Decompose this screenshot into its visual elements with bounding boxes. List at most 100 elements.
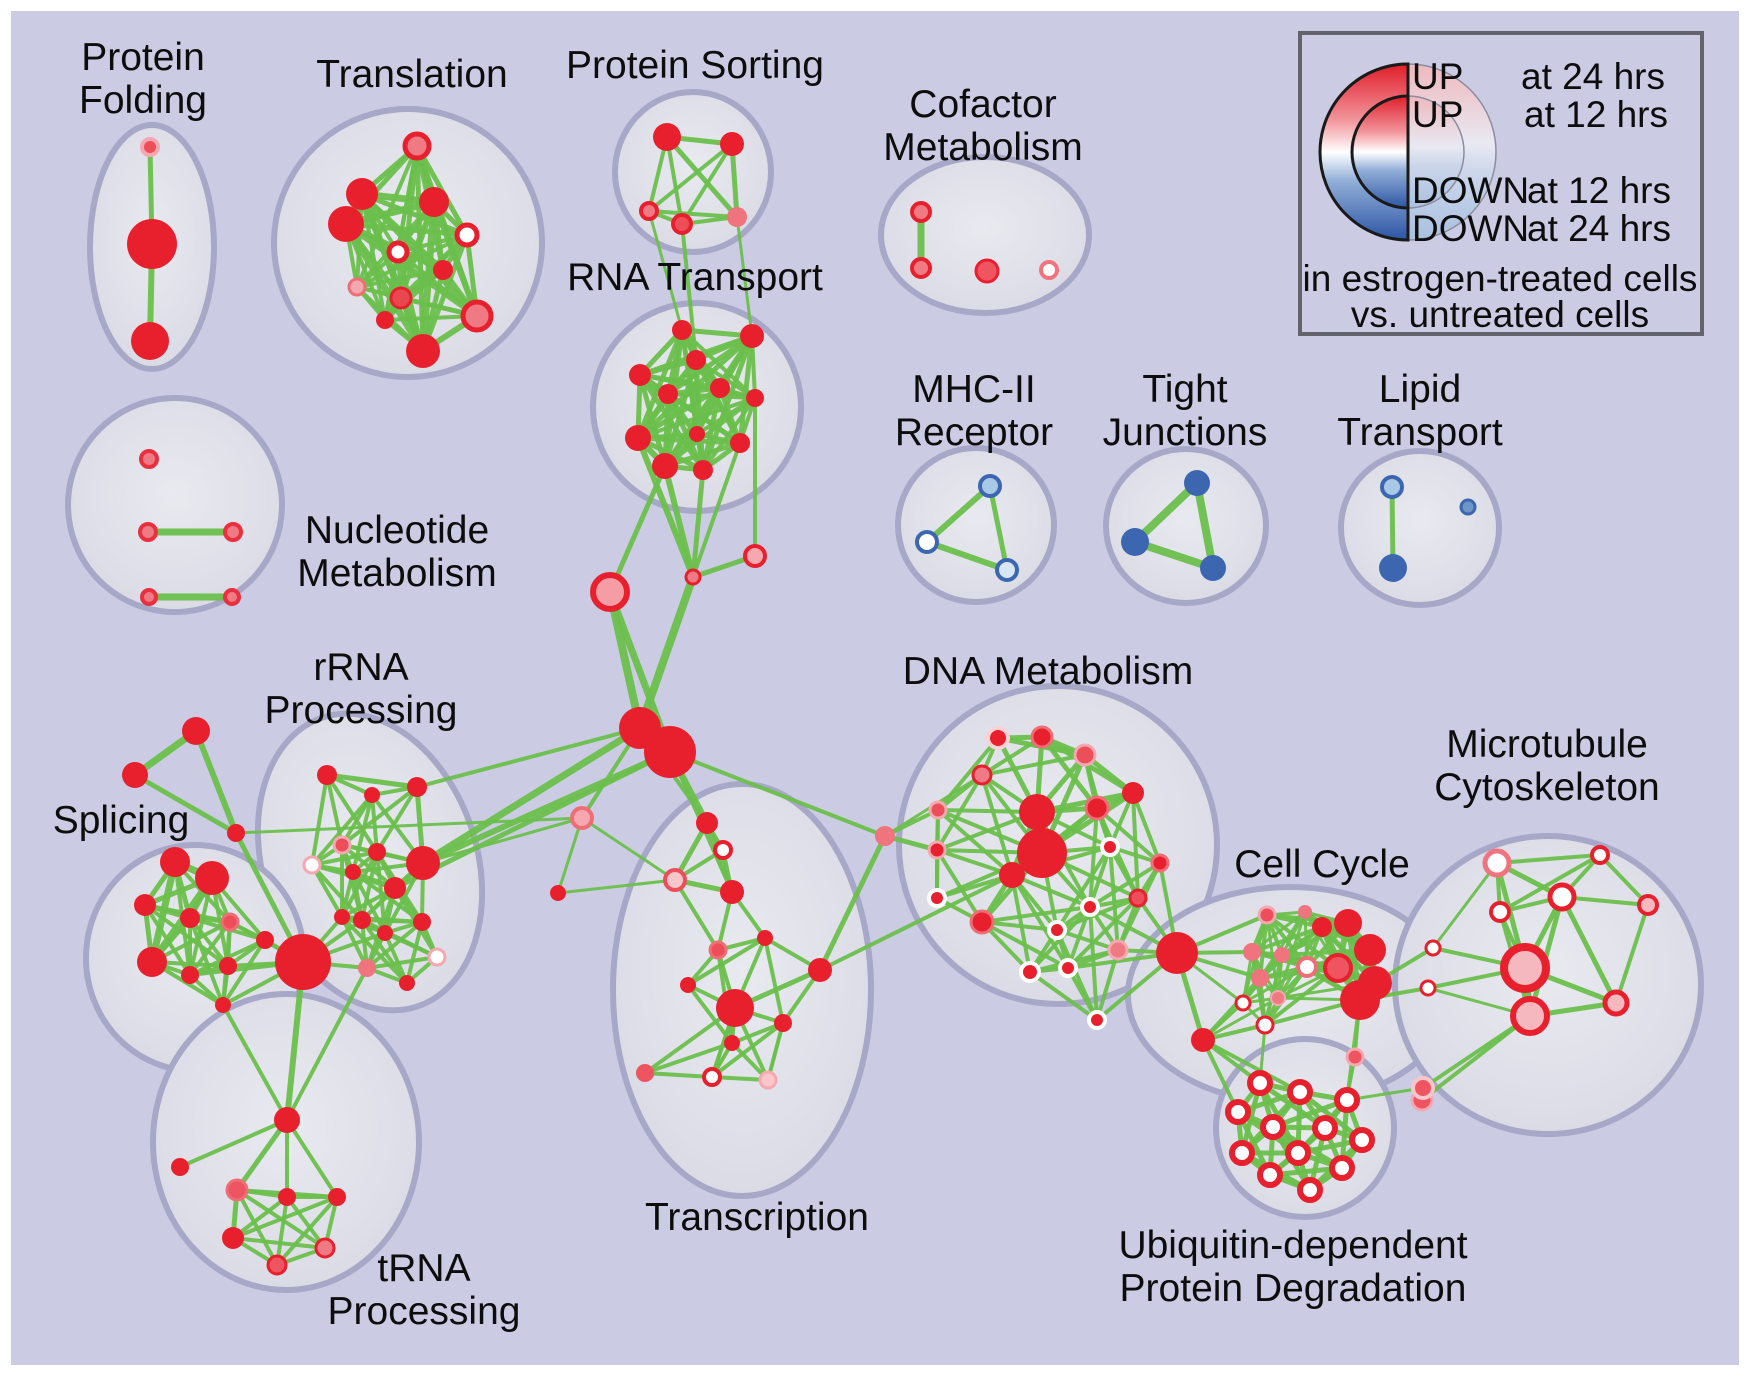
edge xyxy=(729,141,740,220)
edge xyxy=(1108,845,1120,952)
node-ub10 xyxy=(1257,1162,1283,1188)
edge xyxy=(1258,910,1307,980)
node-sp1 xyxy=(160,847,190,877)
edge xyxy=(310,850,379,867)
edge xyxy=(310,863,344,919)
node-sp7 xyxy=(181,966,199,984)
node-dn20 xyxy=(1019,961,1041,983)
edge xyxy=(340,785,419,847)
node-rt5 xyxy=(658,384,678,404)
node-mh3 xyxy=(995,558,1019,582)
node-rr16 xyxy=(399,975,415,991)
node-cc12 xyxy=(1251,969,1269,987)
node-rt2 xyxy=(740,324,764,348)
node-tx11 xyxy=(724,1035,740,1051)
node-dn5 xyxy=(1122,782,1144,804)
node-pf2 xyxy=(127,219,177,269)
node-sp9 xyxy=(215,997,231,1013)
node-tr5 xyxy=(454,222,480,248)
edge xyxy=(680,142,734,226)
node-dn9 xyxy=(1017,828,1067,878)
node-rr5 xyxy=(302,855,322,875)
node-tn1 xyxy=(171,1158,189,1176)
node-dn13 xyxy=(1150,853,1170,873)
node-dn3 xyxy=(1073,743,1097,767)
node-tn2 xyxy=(225,1178,249,1202)
node-tr3 xyxy=(419,187,449,217)
node-mt1 xyxy=(1482,848,1512,878)
node-ps5 xyxy=(727,207,747,227)
node-ub8 xyxy=(1229,1140,1255,1166)
cluster-label-trna-processing: tRNA Processing xyxy=(328,1247,521,1333)
edge xyxy=(1614,903,1650,1005)
cluster-label-transcription: Transcription xyxy=(645,1196,869,1239)
node-mt5 xyxy=(1510,996,1550,1036)
node-tx1 xyxy=(696,812,718,834)
edge xyxy=(1598,853,1650,907)
node-rt12 xyxy=(693,460,713,480)
node-sp2 xyxy=(195,861,229,895)
edge xyxy=(987,483,1010,573)
node-ps1 xyxy=(653,123,681,151)
edge xyxy=(935,848,984,924)
node-ubc2 xyxy=(1411,1076,1435,1100)
edge xyxy=(1193,479,1217,572)
edge xyxy=(647,209,684,332)
edge xyxy=(1028,970,1099,1022)
node-dn10 xyxy=(999,862,1025,888)
cluster-label-mhc-ii-receptor: MHC-II Receptor xyxy=(895,368,1053,454)
cluster-label-translation: Translation xyxy=(316,53,507,96)
edge xyxy=(1498,853,1602,914)
node-cm2 xyxy=(910,257,932,279)
node-tx5 xyxy=(757,930,773,946)
edge xyxy=(415,726,642,789)
node-rr10 xyxy=(334,909,350,925)
node-tn6 xyxy=(314,1237,336,1259)
edge xyxy=(383,931,409,985)
edge xyxy=(324,772,420,790)
node-mt7 xyxy=(1424,939,1442,957)
edge xyxy=(980,773,1014,877)
node-cc11 xyxy=(1243,943,1261,961)
node-rr2 xyxy=(364,787,380,803)
edge xyxy=(360,850,379,922)
edge xyxy=(355,268,445,289)
node-ub7 xyxy=(1349,1127,1375,1153)
edge xyxy=(351,793,374,874)
node-rr8 xyxy=(406,846,440,880)
node-ub12 xyxy=(1297,1177,1323,1203)
edge xyxy=(285,1118,339,1199)
edge xyxy=(580,816,677,882)
node-dn8 xyxy=(1019,794,1055,830)
cluster-label-ubiquitin-degradation: Ubiquitin-dependent Protein Degradation xyxy=(1118,1224,1467,1310)
edge xyxy=(730,1021,785,1045)
node-ub1 xyxy=(1247,1070,1273,1096)
node-dn18 xyxy=(1080,897,1100,917)
edge xyxy=(1131,791,1162,865)
edge xyxy=(690,467,706,580)
node-rr3 xyxy=(407,777,427,797)
edge xyxy=(275,1195,339,1267)
node-cc14 xyxy=(1255,1015,1275,1035)
node-ubc1 xyxy=(1345,1047,1365,1067)
edge xyxy=(231,1236,327,1250)
node-tx12 xyxy=(636,1064,654,1082)
node-tj1 xyxy=(1184,470,1210,496)
edge xyxy=(421,816,584,865)
node-dn19 xyxy=(1107,939,1129,961)
edge xyxy=(1010,873,1070,970)
node-mt3 xyxy=(1489,901,1511,923)
node-nm2 xyxy=(138,522,158,542)
legend-up-24-label: UP xyxy=(1412,56,1463,97)
edge xyxy=(1201,1038,1240,1114)
edge xyxy=(980,920,1070,970)
edge xyxy=(310,773,329,867)
node-nm1 xyxy=(139,449,159,469)
edge xyxy=(980,735,1044,777)
node-mt10 xyxy=(1637,894,1659,916)
node-rr15 xyxy=(358,959,376,977)
edge xyxy=(383,931,439,959)
node-rr7 xyxy=(368,843,386,861)
node-dn11 xyxy=(927,840,947,860)
node-tx8 xyxy=(808,958,832,982)
